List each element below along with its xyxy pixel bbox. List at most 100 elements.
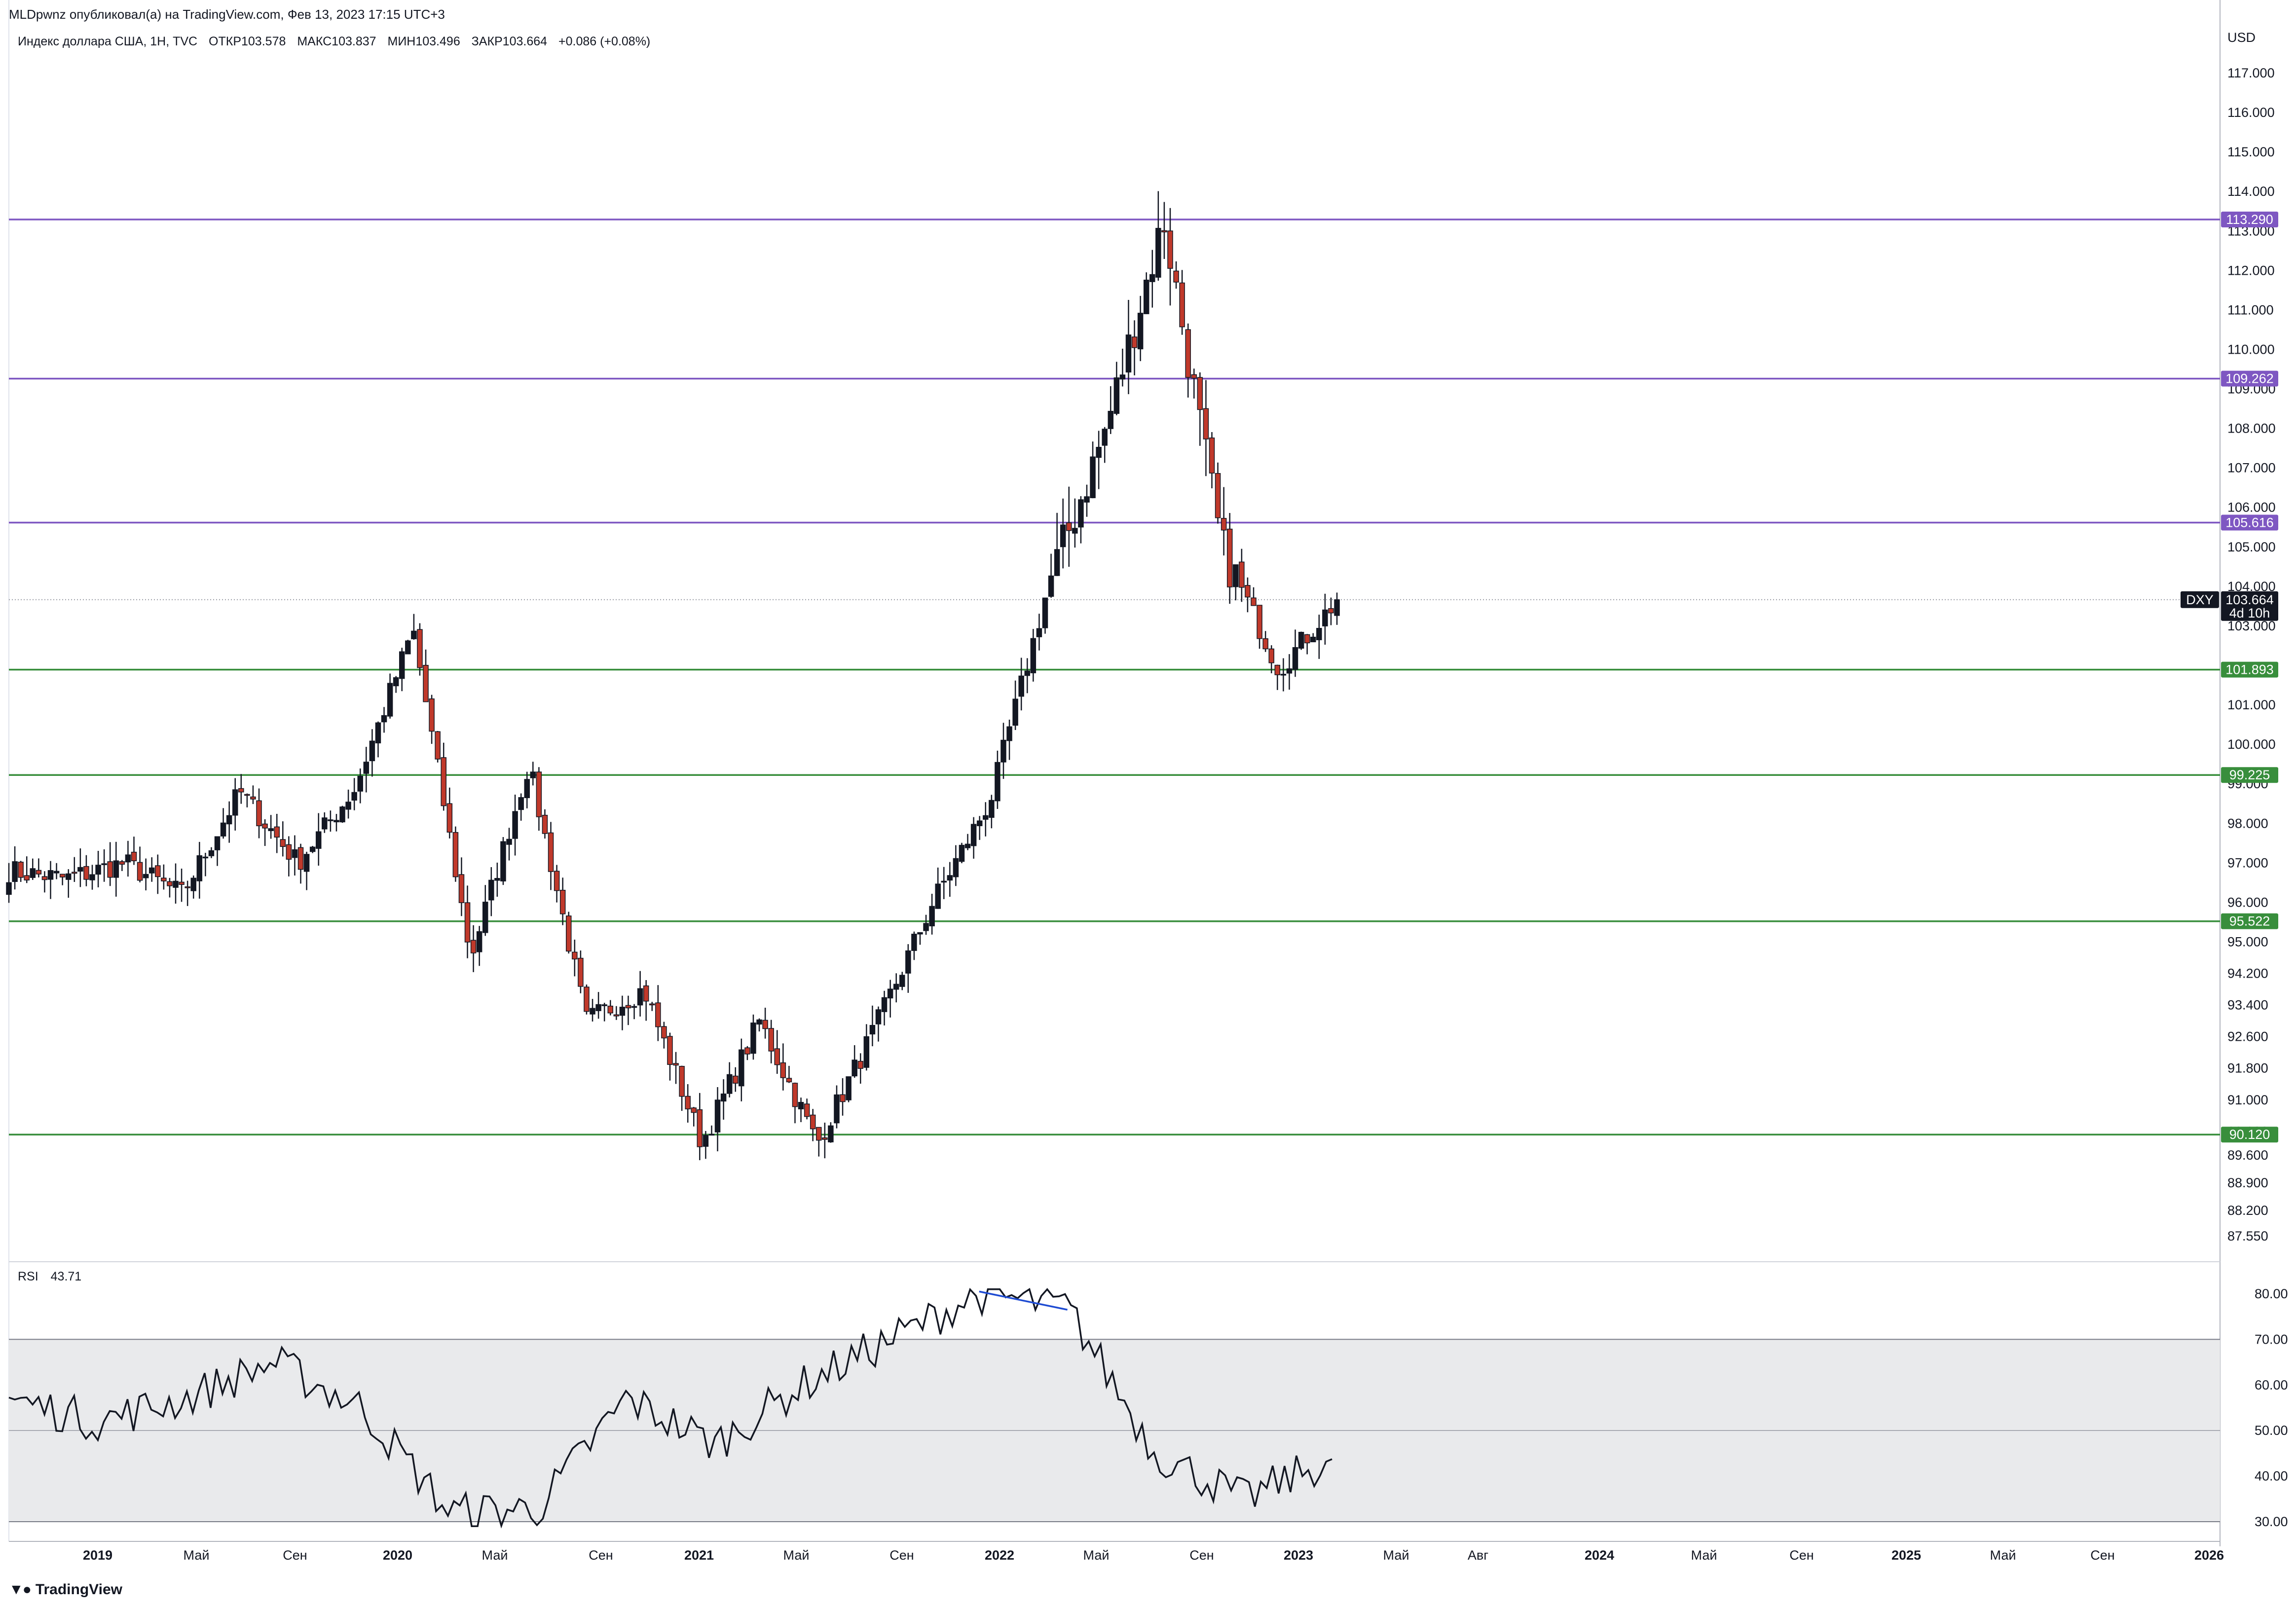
candle (708, 1125, 715, 1136)
candle-body-down (625, 1005, 631, 1009)
time-tick: 2024 (1585, 1548, 1614, 1563)
candle (964, 834, 971, 850)
price-tick: 96.000 (2227, 895, 2268, 910)
candle-body-up (77, 867, 83, 872)
candle-body-up (405, 640, 411, 655)
price-tick: 115.000 (2227, 145, 2275, 159)
price-tick: 101.000 (2227, 697, 2276, 712)
candle (328, 810, 333, 832)
level-label-text: 90.120 (2229, 1127, 2270, 1142)
currency-label: USD (2227, 30, 2256, 45)
candle (881, 990, 888, 1026)
candle-body-up (905, 950, 911, 974)
candle (530, 762, 536, 786)
candle-body-up (1310, 636, 1316, 643)
candle (953, 845, 959, 886)
rsi-legend[interactable]: RSI 43.71 (18, 1270, 90, 1284)
candle (1018, 657, 1024, 711)
candle-body-down (470, 940, 477, 953)
candle-body-down (137, 862, 143, 881)
candle (155, 854, 161, 894)
time-tick: 2025 (1891, 1548, 1921, 1563)
candle (24, 856, 30, 883)
candle (697, 1093, 703, 1161)
level-label-bg (2221, 1127, 2278, 1143)
candle-body-up (1078, 499, 1084, 528)
rsi-axis[interactable]: 80.00 70.00 60.00 50.00 40.00 30.00 (2255, 1286, 2288, 1529)
candle-body-down (762, 1020, 768, 1029)
level-price-label: 101.893 (2221, 661, 2278, 678)
candle-body-up (1155, 228, 1161, 278)
candle (452, 826, 459, 882)
candle-body-up (387, 683, 393, 717)
candle-body-up (935, 883, 941, 909)
candle-body-down (554, 871, 560, 891)
candle (667, 1032, 673, 1081)
candle-body-up (852, 1059, 857, 1077)
price-tick: 103.000 (2227, 619, 2276, 633)
candle (83, 855, 89, 886)
candle-body-down (83, 866, 89, 880)
rsi-pane (8, 1287, 1333, 1529)
symbol-name[interactable]: Индекс доллара США, 1Н, TVC (18, 35, 198, 48)
candle-body-down (274, 826, 280, 838)
candle-body-up (601, 1004, 607, 1006)
candle-body-down (822, 1137, 828, 1140)
candle (995, 750, 1000, 809)
candle-body-down (1215, 473, 1221, 518)
candle (6, 863, 12, 903)
candle (661, 1022, 667, 1049)
candle (762, 1007, 768, 1039)
candle (446, 787, 453, 839)
ohlc-close: ЗАКР103.664 (471, 35, 548, 48)
candle (935, 867, 941, 909)
candle-body-up (226, 815, 232, 825)
candle (12, 846, 18, 890)
horizontal-levels[interactable] (9, 219, 2220, 1135)
candle (476, 926, 482, 966)
candle-body-up (309, 846, 316, 852)
time-tick: Сен (2090, 1548, 2114, 1563)
candle-body-up (1054, 549, 1060, 576)
price-tick: 92.600 (2227, 1029, 2268, 1044)
price-tick: 88.900 (2227, 1175, 2268, 1190)
candle-body-down (536, 771, 542, 817)
candle-body-down (1262, 638, 1268, 650)
rsi-line (8, 1287, 1333, 1529)
candle-body-down (256, 800, 262, 827)
candle-body-up (357, 775, 363, 792)
candle (810, 1109, 816, 1141)
candle (1090, 441, 1096, 499)
candle-body-up (875, 1009, 882, 1024)
candle (18, 861, 24, 882)
candle (1060, 498, 1066, 569)
candle-body-up (756, 1019, 762, 1025)
candle-body-up (1090, 456, 1096, 498)
candle-body-up (53, 871, 60, 874)
tradingview-logo-icon: ▼● (9, 1581, 32, 1598)
rsi-tick: 70.00 (2255, 1332, 2288, 1347)
candle-body-down (667, 1036, 673, 1065)
candle-body-up (714, 1099, 721, 1132)
candle-body-up (1143, 279, 1149, 314)
tradingview-logo[interactable]: ▼● TradingView (9, 1581, 122, 1598)
time-axis[interactable]: 2019 Май Сен 2020 Май Сен 2021 Май Сен 2022 Май Сен… (83, 1548, 2224, 1563)
current-label-bg (2221, 591, 2278, 621)
candle-body-up (1006, 726, 1012, 741)
time-tick: 2019 (83, 1548, 112, 1563)
candle-body-up (631, 1006, 637, 1008)
candle-body-up (125, 854, 131, 863)
level-label-bg (2221, 370, 2278, 387)
candle (970, 817, 977, 859)
ticker-label-bg (2181, 591, 2219, 608)
candle-body-up (268, 828, 274, 831)
candle-body-up (863, 1036, 870, 1068)
candle (1173, 261, 1179, 289)
candle (125, 840, 131, 877)
candle-body-down (161, 877, 167, 881)
candle-body-down (1191, 374, 1197, 379)
candle-body-up (315, 831, 322, 849)
candle-body-up (1298, 632, 1304, 649)
candle-body-up (983, 815, 989, 820)
